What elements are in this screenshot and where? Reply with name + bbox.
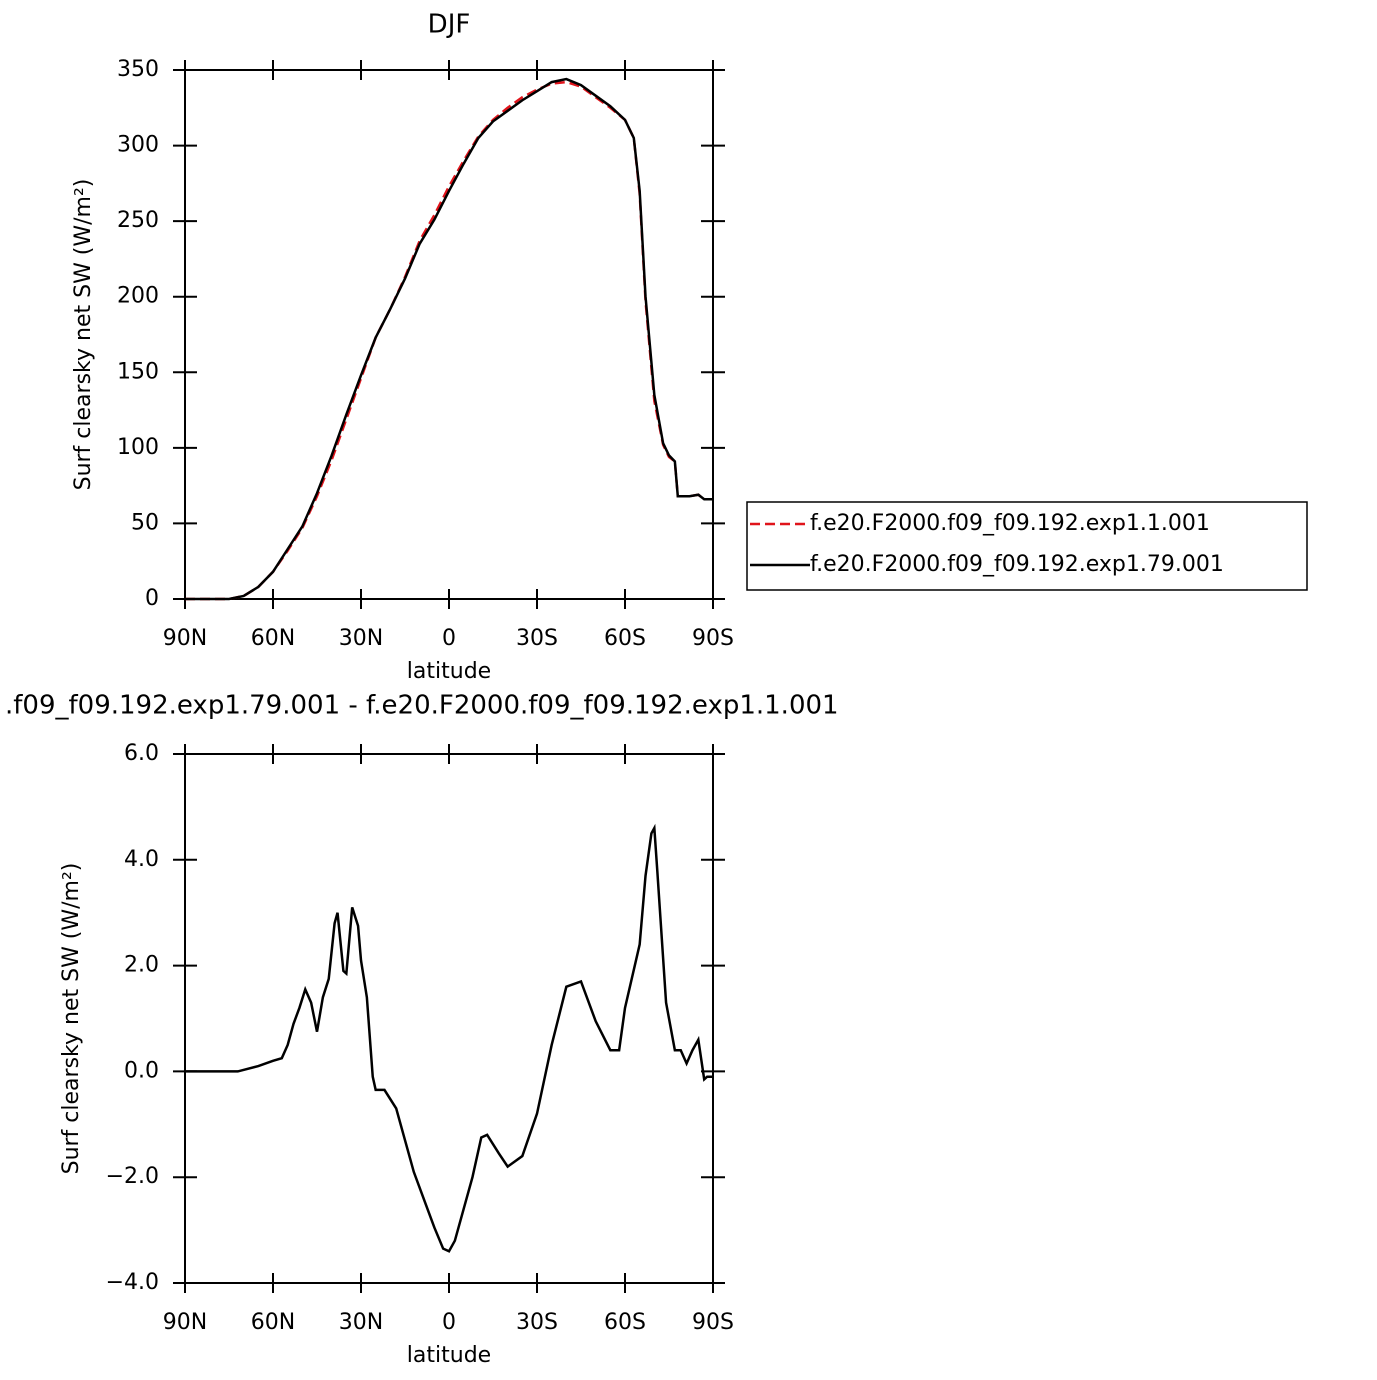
y-axis-label: Surf clearsky net SW (W/m²) bbox=[59, 863, 84, 1175]
y-tick-label: 0.0 bbox=[124, 1058, 159, 1083]
x-tick-label: 60S bbox=[604, 626, 646, 651]
plot-frame bbox=[184, 69, 714, 600]
y-tick-label: −4.0 bbox=[106, 1270, 159, 1295]
x-tick-label: 60N bbox=[251, 626, 295, 651]
x-axis-label: latitude bbox=[407, 1343, 491, 1368]
plot-frame bbox=[184, 753, 714, 1284]
chart-title: DJF bbox=[428, 10, 471, 40]
data-line bbox=[185, 80, 713, 601]
y-tick-label: 100 bbox=[117, 435, 159, 460]
y-tick-label: 0 bbox=[145, 586, 159, 611]
x-tick-label: 30N bbox=[339, 626, 383, 651]
x-tick-label: 60N bbox=[251, 1310, 295, 1335]
x-axis-label: latitude bbox=[407, 659, 491, 684]
data-line bbox=[185, 823, 713, 1253]
chart-title: .f09_f09.192.exp1.79.001 - f.e20.F2000.f… bbox=[5, 691, 839, 721]
y-tick-label: 6.0 bbox=[124, 741, 159, 766]
y-tick-label: −2.0 bbox=[106, 1164, 159, 1189]
legend-label: f.e20.F2000.f09_f09.192.exp1.79.001 bbox=[810, 552, 1224, 577]
y-tick-label: 200 bbox=[117, 284, 159, 309]
x-tick-label: 0 bbox=[442, 626, 456, 651]
x-tick-label: 90S bbox=[692, 1310, 734, 1335]
y-tick-label: 150 bbox=[117, 359, 159, 384]
data-line bbox=[185, 77, 713, 601]
y-tick-label: 50 bbox=[131, 510, 159, 535]
x-tick-label: 30N bbox=[339, 1310, 383, 1335]
y-tick-label: 2.0 bbox=[124, 953, 159, 978]
x-tick-label: 90N bbox=[163, 1310, 207, 1335]
x-tick-label: 60S bbox=[604, 1310, 646, 1335]
y-tick-label: 350 bbox=[117, 57, 159, 82]
y-axis-label: Surf clearsky net SW (W/m²) bbox=[71, 179, 96, 491]
x-tick-label: 90N bbox=[163, 626, 207, 651]
x-tick-label: 90S bbox=[692, 626, 734, 651]
legend-label: f.e20.F2000.f09_f09.192.exp1.1.001 bbox=[810, 511, 1210, 536]
y-tick-label: 250 bbox=[117, 208, 159, 233]
x-tick-label: 30S bbox=[516, 1310, 558, 1335]
y-tick-label: 300 bbox=[117, 133, 159, 158]
x-tick-label: 0 bbox=[442, 1310, 456, 1335]
y-tick-label: 4.0 bbox=[124, 847, 159, 872]
legend-box bbox=[746, 501, 1308, 591]
x-tick-label: 30S bbox=[516, 626, 558, 651]
